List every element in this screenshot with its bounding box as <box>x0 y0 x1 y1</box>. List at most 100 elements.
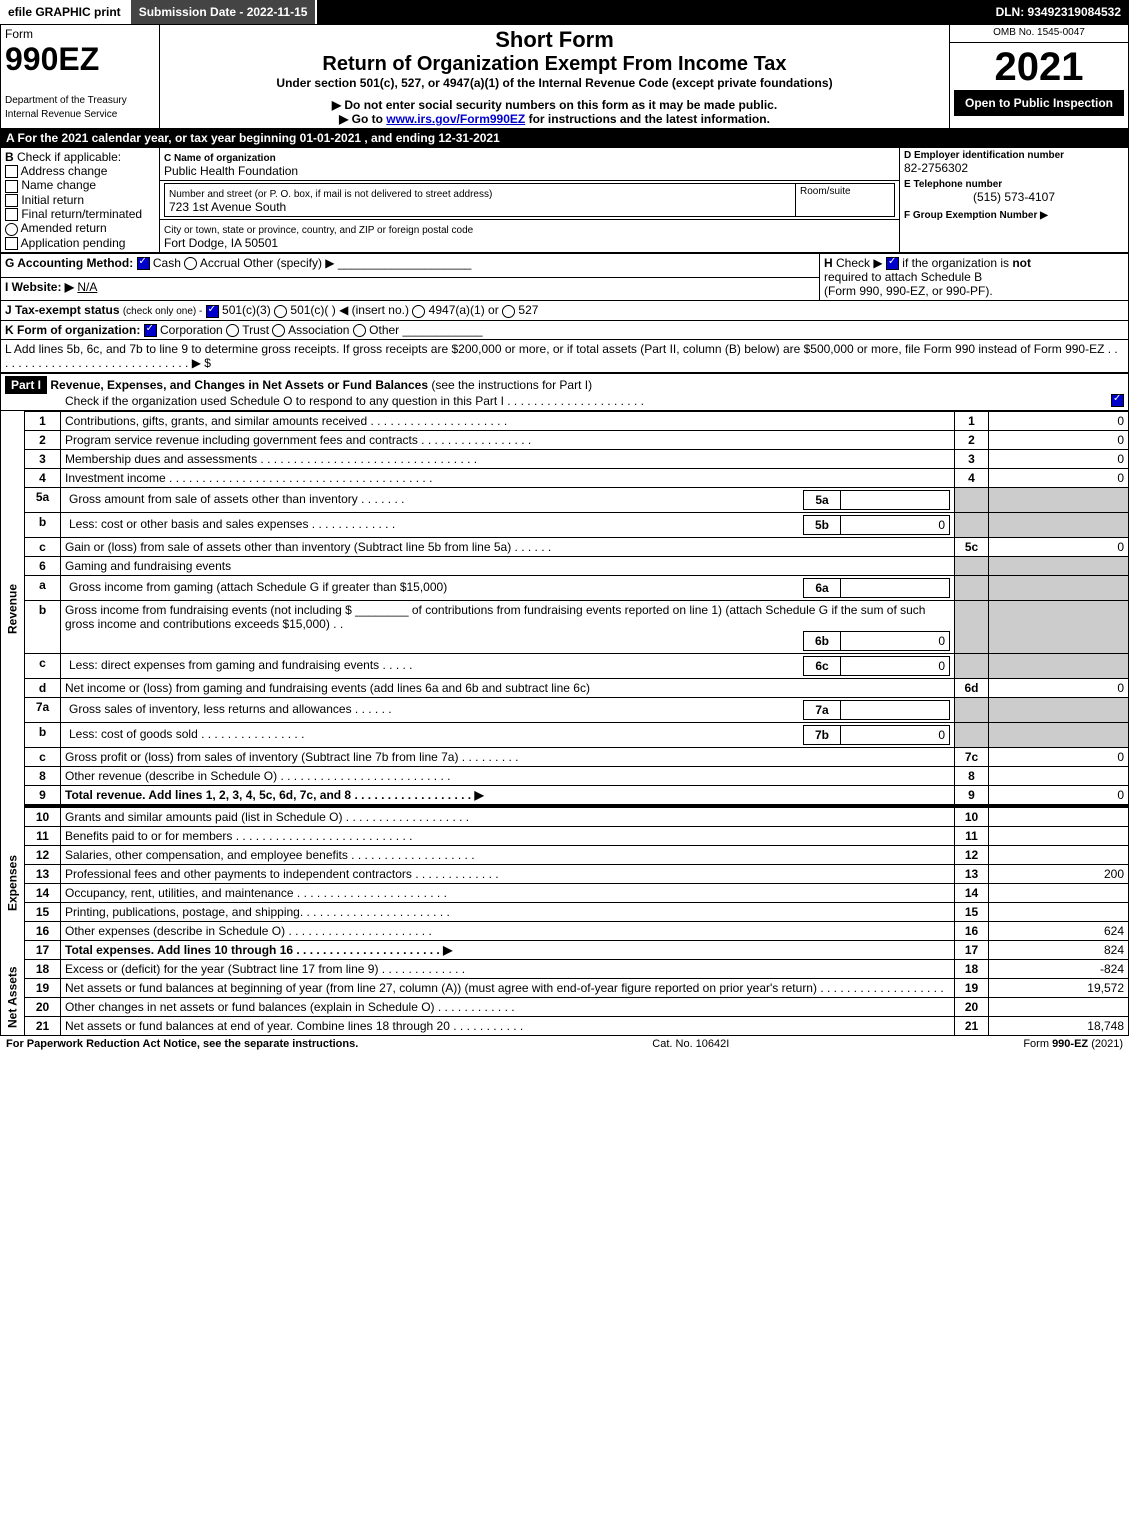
ln3-v: 0 <box>989 449 1129 468</box>
goto-pre: ▶ Go to <box>339 112 386 126</box>
efile-print-button[interactable]: efile GRAPHIC print <box>0 0 131 24</box>
line-a: A For the 2021 calendar year, or tax yea… <box>0 129 1129 147</box>
ln6d-num: d <box>25 678 61 697</box>
part1-tag: Part I <box>5 376 47 394</box>
ln6-text: Gaming and fundraising events <box>61 556 955 575</box>
chk-accrual[interactable] <box>184 257 197 270</box>
ln9-num: 9 <box>25 785 61 804</box>
ln7b-sn: 7b <box>804 725 841 744</box>
ln6b-sn: 6b <box>804 631 841 650</box>
ln2-n: 2 <box>955 430 989 449</box>
k-trust: Trust <box>242 323 269 337</box>
ln5b-num: b <box>25 512 61 537</box>
ln6a-sv <box>841 578 950 597</box>
ln16-text: Other expenses (describe in Schedule O) … <box>61 921 955 940</box>
e-label: E Telephone number <box>904 179 1124 190</box>
c-street-label: Number and street (or P. O. box, if mail… <box>169 189 492 200</box>
ln6c-text: Less: direct expenses from gaming and fu… <box>65 656 804 675</box>
ln6c-num: c <box>25 653 61 678</box>
omb-cell: OMB No. 1545-0047 <box>950 25 1129 43</box>
c-city-label: City or town, state or province, country… <box>164 225 473 236</box>
ln5c-v: 0 <box>989 537 1129 556</box>
room-suite-label: Room/suite <box>796 184 895 217</box>
ln5b-cell: Less: cost or other basis and sales expe… <box>61 512 955 537</box>
ln17-v: 824 <box>989 940 1129 959</box>
footer-mid: Cat. No. 10642I <box>652 1038 729 1050</box>
subtitle: Under section 501(c), 527, or 4947(a)(1)… <box>164 76 945 90</box>
ln12-text: Salaries, other compensation, and employ… <box>61 845 955 864</box>
ln6d-text: Net income or (loss) from gaming and fun… <box>61 678 955 697</box>
chk-cash[interactable] <box>137 257 150 270</box>
ln8-n: 8 <box>955 766 989 785</box>
ln14-num: 14 <box>25 883 61 902</box>
f-label-text: F Group Exemption Number ▶ <box>904 210 1048 221</box>
ln2-v: 0 <box>989 430 1129 449</box>
chk-final-return[interactable] <box>5 208 18 221</box>
dln-label: DLN: 93492319084532 <box>988 5 1129 19</box>
opt-final-return: Final return/terminated <box>21 207 142 221</box>
b-label: B <box>5 150 14 164</box>
chk-trust[interactable] <box>226 324 239 337</box>
ln8-v <box>989 766 1129 785</box>
chk-other[interactable] <box>353 324 366 337</box>
c-name-label: C Name of organization <box>164 153 276 164</box>
ln5a-text: Gross amount from sale of assets other t… <box>65 490 804 509</box>
chk-4947[interactable] <box>412 305 425 318</box>
ln16-v: 624 <box>989 921 1129 940</box>
chk-h[interactable] <box>886 257 899 270</box>
c-city-cell: City or town, state or province, country… <box>160 220 900 253</box>
ln7b-sv: 0 <box>841 725 950 744</box>
k-label: K Form of organization: <box>5 323 140 337</box>
ghijkl-table: G Accounting Method: Cash Accrual Other … <box>0 253 1129 373</box>
ln11-n: 11 <box>955 826 989 845</box>
ln6d-v: 0 <box>989 678 1129 697</box>
lines-table: Revenue 1 Contributions, gifts, grants, … <box>0 411 1129 1036</box>
h-cell: H Check ▶ if the organization is not req… <box>820 254 1129 301</box>
ln9-v: 0 <box>989 785 1129 804</box>
chk-501c3[interactable] <box>206 305 219 318</box>
bcdef-table: B Check if applicable: Address change Na… <box>0 147 1129 253</box>
ln7b-shade2 <box>989 722 1129 747</box>
chk-amended-return[interactable] <box>5 223 18 236</box>
chk-name-change[interactable] <box>5 180 18 193</box>
ln17-n: 17 <box>955 940 989 959</box>
ln6a-shade2 <box>989 575 1129 600</box>
footer-right-pre: Form <box>1023 1038 1052 1050</box>
ln21-num: 21 <box>25 1016 61 1035</box>
c-name-cell: C Name of organization Public Health Fou… <box>160 148 900 181</box>
def-cell: D Employer identification number 82-2756… <box>900 148 1129 253</box>
ln17-num: 17 <box>25 940 61 959</box>
ln13-num: 13 <box>25 864 61 883</box>
chk-initial-return[interactable] <box>5 194 18 207</box>
chk-assoc[interactable] <box>272 324 285 337</box>
h-text3: (Form 990, 990-EZ, or 990-PF). <box>824 284 993 298</box>
ln4-n: 4 <box>955 468 989 487</box>
ln5b-shade <box>955 512 989 537</box>
chk-501c[interactable] <box>274 305 287 318</box>
chk-schedule-o[interactable] <box>1111 394 1124 407</box>
ln15-text: Printing, publications, postage, and shi… <box>61 902 955 921</box>
ln15-v <box>989 902 1129 921</box>
h-post: if the organization is <box>902 256 1012 270</box>
ln7c-n: 7c <box>955 747 989 766</box>
ln16-num: 16 <box>25 921 61 940</box>
ln1-v: 0 <box>989 411 1129 430</box>
ln5a-sv <box>841 490 950 509</box>
ln7a-shade2 <box>989 697 1129 722</box>
ln2-text: Program service revenue including govern… <box>61 430 955 449</box>
vlabel-netassets: Net Assets <box>1 959 25 1035</box>
open-public: Open to Public Inspection <box>954 90 1124 116</box>
k-corp: Corporation <box>160 323 223 337</box>
ln5b-shade2 <box>989 512 1129 537</box>
chk-address-change[interactable] <box>5 165 18 178</box>
d-label: D Employer identification number <box>904 150 1124 161</box>
irs-link[interactable]: www.irs.gov/Form990EZ <box>386 112 525 126</box>
j-label: J Tax-exempt status <box>5 303 120 317</box>
opt-initial-return: Initial return <box>21 193 84 207</box>
ln3-n: 3 <box>955 449 989 468</box>
chk-corp[interactable] <box>144 324 157 337</box>
chk-527[interactable] <box>502 305 515 318</box>
chk-application-pending[interactable] <box>5 237 18 250</box>
ln7c-text: Gross profit or (loss) from sales of inv… <box>61 747 955 766</box>
website-value: N/A <box>77 280 97 294</box>
